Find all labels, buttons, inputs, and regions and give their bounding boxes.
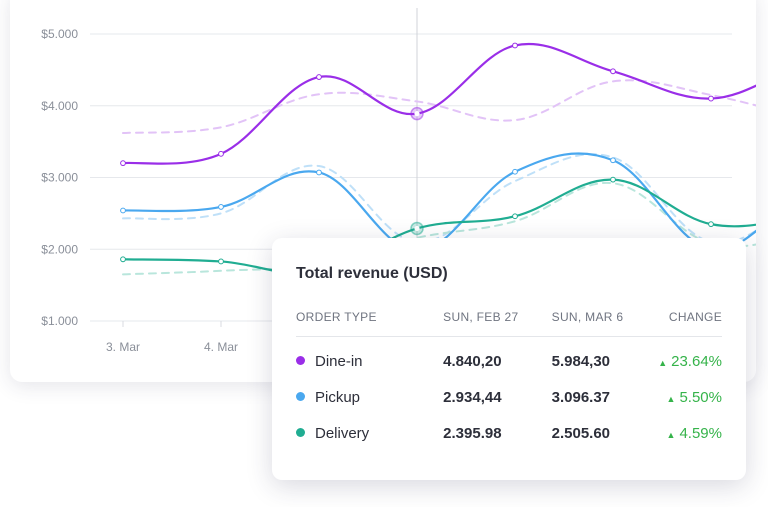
y-tick-label: $1.000 (41, 314, 78, 328)
x-tick-label: 4. Mar (204, 340, 238, 354)
header-order-type: ORDER TYPE (296, 298, 444, 337)
legend-dot (296, 392, 305, 402)
data-point-pickup (512, 168, 518, 175)
change-cell: ▲ 4.59% (658, 415, 722, 451)
up-triangle-icon: ▲ (666, 393, 676, 404)
order-type-cell: Delivery (296, 415, 443, 451)
header-date-b: SUN, MAR 6 (551, 298, 659, 337)
order-type-name: Delivery (315, 424, 370, 442)
y-tick-label: $3.000 (41, 171, 78, 185)
header-change: CHANGE (658, 298, 722, 337)
change-cell: ▲ 23.64% (658, 337, 722, 380)
legend-dot (296, 356, 305, 366)
data-point-delivery (120, 256, 126, 263)
up-triangle-icon: ▲ (666, 429, 676, 440)
y-tick-label: $5.000 (41, 27, 78, 41)
table-row: Pickup 2.934,44 3.096.37 ▲ 5.50% (296, 379, 722, 415)
value-date-a: 2.934,44 (443, 388, 502, 406)
data-point-delivery (512, 213, 518, 220)
table-row: Delivery 2.395.98 2.505.60 ▲ 4.59% (296, 415, 722, 451)
value-date-b: 3.096.37 (551, 388, 611, 406)
change-cell: ▲ 5.50% (658, 379, 722, 415)
data-point-pickup (610, 157, 616, 164)
revenue-table: ORDER TYPE SUN, FEB 27 SUN, MAR 6 CHANGE… (296, 298, 722, 451)
value-date-b: 5.984,30 (551, 352, 611, 370)
data-point-pickup (120, 207, 126, 214)
order-type-cell: Pickup (296, 379, 443, 415)
data-point-dine-in (316, 74, 322, 80)
header-date-a: SUN, FEB 27 (443, 298, 552, 337)
series-line-dine-in-solid (121, 43, 756, 165)
highlight-point-center-delivery (414, 225, 420, 232)
order-type-cell: Dine-in (296, 337, 443, 380)
order-type-name: Pickup (315, 388, 361, 406)
data-point-pickup (316, 169, 322, 176)
change-value: 4.59% (679, 424, 722, 442)
tooltip-title: Total revenue (USD) (296, 265, 448, 282)
legend-dot (296, 428, 305, 438)
series-line-delivery-dashed (122, 182, 756, 276)
data-point-dine-in (218, 150, 224, 157)
x-tick-label: 3. Mar (106, 340, 140, 354)
table-header-row: ORDER TYPE SUN, FEB 27 SUN, MAR 6 CHANGE (296, 298, 722, 337)
data-point-pickup (218, 204, 224, 210)
value-date-b: 2.505.60 (551, 424, 611, 442)
change-value: 5.50% (679, 388, 722, 406)
revenue-line-chart[interactable]: $1.000 $2.000 $3.000 $4.000 $5.000 3. Mar 4. M… (10, 0, 756, 382)
data-point-dine-in (512, 42, 518, 49)
order-type-name: Dine-in (315, 352, 363, 370)
data-point-delivery (610, 176, 616, 183)
value-date-a: 4.840,20 (443, 352, 502, 370)
up-triangle-icon: ▲ (658, 357, 668, 368)
revenue-tooltip: Total revenue (USD) ORDER TYPE SUN, FEB … (272, 238, 746, 480)
series-line-pickup-dashed (122, 153, 756, 245)
data-point-dine-in (120, 160, 126, 167)
data-point-dine-in (610, 68, 616, 75)
table-row: Dine-in 4.840,20 5.984,30 ▲ 23.64% (296, 337, 722, 380)
series-line-dine-in-dashed (122, 79, 756, 135)
change-value: 23.64% (671, 352, 722, 370)
data-point-delivery (218, 258, 224, 265)
y-tick-label: $4.000 (41, 99, 78, 113)
y-tick-label: $2.000 (41, 242, 78, 256)
highlight-point-center-dine-in (414, 111, 420, 117)
series-line-pickup-solid (121, 152, 756, 252)
data-point-delivery (708, 221, 714, 228)
data-point-dine-in (708, 95, 714, 102)
value-date-a: 2.395.98 (443, 424, 502, 442)
